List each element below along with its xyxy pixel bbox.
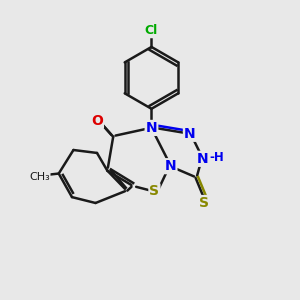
Text: S: S — [200, 196, 209, 210]
Text: N: N — [197, 152, 209, 166]
Text: S: S — [149, 184, 159, 198]
Text: Cl: Cl — [145, 24, 158, 37]
Text: O: O — [91, 114, 103, 128]
Text: CH₃: CH₃ — [29, 172, 50, 182]
Text: N: N — [165, 159, 176, 173]
Text: N: N — [146, 121, 157, 135]
Text: N: N — [184, 127, 196, 141]
Text: -H: -H — [209, 151, 224, 164]
